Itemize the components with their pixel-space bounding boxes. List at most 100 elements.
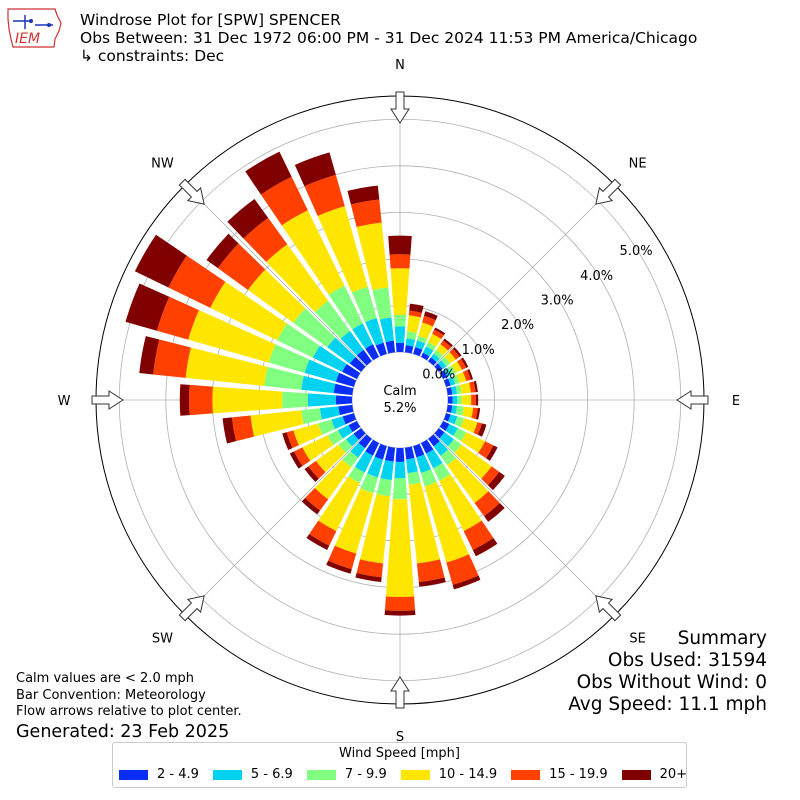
windrose-bar-segment	[350, 442, 366, 458]
windrose-bar-segment	[156, 296, 199, 340]
summary-obs-used: Obs Used: 31594	[607, 650, 767, 671]
windrose-bar-segment	[443, 378, 451, 387]
windrose-bar-segment	[326, 560, 352, 574]
windrose-bar-segment	[447, 396, 453, 404]
windrose-bar-segment	[422, 346, 434, 357]
windrose-bar-segment	[231, 415, 255, 442]
windrose-bar-segment	[217, 243, 266, 290]
windrose-bar-segment	[355, 572, 382, 583]
windrose-bar-segment	[372, 287, 392, 320]
windrose-bar-segment	[390, 268, 410, 315]
legend-label: 20+	[659, 767, 688, 782]
windrose-bar-segment	[456, 371, 467, 384]
legend-label: 5 - 6.9	[250, 767, 293, 782]
windrose-bar-segment	[264, 366, 304, 390]
summary-panel: Summary Obs Used: 31594 Obs Without Wind…	[568, 628, 767, 716]
windrose-bar-segment	[356, 349, 372, 366]
windrose-bar-segment	[293, 423, 323, 446]
legend-label: 15 - 19.9	[549, 767, 608, 782]
legend-swatch	[119, 769, 148, 780]
windrose-bar-segment	[349, 356, 366, 372]
windrose-bar-segment	[422, 315, 436, 327]
windrose-bar-segment	[475, 408, 481, 420]
windrose-bar-segment	[394, 326, 406, 343]
windrose-bar-segment	[452, 575, 481, 590]
windrose-bar-segment	[474, 491, 500, 517]
windrose-bar-segment	[353, 428, 366, 440]
windrose-bar-segment	[441, 356, 451, 367]
windrose-bar-segment	[393, 314, 407, 327]
windrose-bar-segment	[289, 451, 303, 469]
windrose-bar-segment	[462, 369, 471, 382]
windrose-bar-segment	[245, 151, 292, 195]
windrose-bar-segment	[415, 340, 426, 350]
windrose-bar-segment	[420, 469, 437, 487]
windrose-bar-segment	[420, 352, 430, 361]
legend-swatch	[621, 769, 651, 780]
title-constraints: ↳ constraints: Dec	[80, 47, 225, 65]
windrose-bar-segment	[356, 222, 389, 291]
radial-tick-label: 2.0%	[501, 318, 534, 333]
flow-arrow-icon	[595, 595, 622, 622]
windrose-bar-segment	[426, 449, 443, 469]
windrose-bar-segment	[168, 255, 226, 308]
windrose-bar-segment	[443, 338, 453, 348]
windrose-bar-segment	[309, 520, 337, 546]
windrose-bar-segment	[434, 428, 445, 439]
calm-circle	[353, 353, 447, 447]
angular-gridline	[433, 433, 616, 616]
windrose-bar-segment	[248, 269, 306, 323]
flow-arrow-shape	[178, 178, 205, 205]
windrose-bar-segment	[250, 410, 304, 437]
legend-label: 7 - 9.9	[344, 767, 387, 782]
windrose-bar-segment	[227, 198, 269, 239]
windrose-bar-segment	[360, 473, 378, 494]
windrose-bar-segment	[385, 340, 396, 354]
windrose-bar-segment	[319, 406, 340, 420]
compass-label: N	[395, 58, 405, 73]
windrose-bar-segment	[454, 444, 492, 479]
windrose-bar-segment	[437, 360, 447, 370]
windrose-bar-segment	[331, 416, 346, 430]
windrose-bar-segment	[188, 310, 276, 363]
windrose-bar-segment	[455, 384, 462, 395]
windrose-bar-segment	[475, 394, 479, 406]
windrose-bar-segment	[416, 335, 428, 344]
windrose-bar-segment	[306, 534, 330, 550]
calm-label: Calm	[383, 384, 416, 399]
windrose-bar-segment	[392, 478, 408, 500]
windrose-bar-segment	[439, 432, 454, 447]
bar-convention-note: Bar Convention: Meteorology	[16, 687, 206, 703]
windrose-bar-segment	[302, 435, 334, 461]
flow-arrows-note: Flow arrows relative to plot center.	[16, 704, 242, 719]
windrose-bar-segment	[463, 520, 494, 550]
windrose-bar-segment	[356, 559, 384, 578]
flow-arrow-icon	[390, 91, 410, 124]
windrose-bar-segment	[407, 471, 421, 485]
windrose-bar-segment	[471, 394, 476, 406]
flow-arrow-shape	[390, 676, 410, 709]
windrose-bar-segment	[408, 482, 441, 564]
windrose-bar-segment	[485, 445, 498, 461]
windrose-bar-segment	[222, 417, 237, 444]
windrose-bar-segment	[407, 315, 421, 334]
windrose-bar-segment	[394, 461, 406, 479]
windrose-bar-segment	[348, 420, 361, 433]
radial-tick-label: 1.0%	[462, 343, 495, 358]
windrose-bar-segment	[433, 462, 451, 481]
windrose-bar-segment	[354, 451, 373, 473]
compass-label: SW	[152, 632, 173, 647]
flow-arrow-icon	[676, 390, 709, 410]
legend-swatch	[400, 769, 430, 780]
windrose-bar-segment	[469, 381, 476, 393]
compass-label: SE	[629, 632, 645, 647]
windrose-bar-segment	[395, 342, 405, 353]
flow-arrow-shape	[595, 595, 622, 622]
windrose-bar-segment	[434, 363, 443, 372]
compass-label: NW	[151, 156, 174, 171]
windrose-bar-segment	[404, 446, 415, 460]
windrose-bar-segment	[446, 387, 453, 396]
windrose-bar-segment	[314, 459, 352, 500]
windrose-bar-segment	[395, 447, 405, 462]
